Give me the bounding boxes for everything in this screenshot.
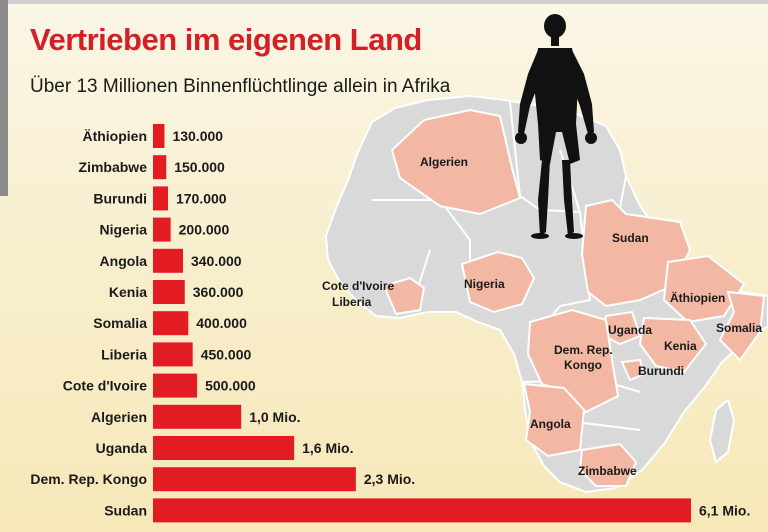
value-label-2: 170.000 — [176, 190, 227, 206]
category-label-5: Kenia — [109, 284, 147, 300]
value-label-0: 130.000 — [172, 128, 223, 144]
value-label-4: 340.000 — [191, 253, 242, 269]
map-country-burundi — [620, 358, 646, 382]
value-label-9: 1,0 Mio. — [249, 409, 300, 425]
category-label-8: Cote d'Ivoire — [63, 378, 147, 394]
map-label-drc-line2: Kongo — [564, 358, 602, 372]
map-label-angola: Angola — [530, 417, 571, 431]
value-label-12: 6,1 Mio. — [699, 502, 750, 518]
top-rule — [0, 0, 768, 4]
value-label-1: 150.000 — [174, 159, 225, 175]
map-label-somalia: Somalia — [716, 321, 762, 335]
map-label-ivory-coast: Cote d'Ivoire — [322, 279, 395, 293]
bar-11 — [153, 467, 356, 492]
left-rule — [0, 0, 8, 196]
chart-subtitle: Über 13 Millionen Binnenflüchtlinge alle… — [30, 76, 451, 97]
bar-series: Äthiopien 130.000 Zimbabwe 150.000 Burundi 17… — [30, 124, 750, 523]
category-label-1: Zimbabwe — [79, 159, 148, 175]
map-country-ethiopia — [662, 254, 746, 324]
map-label-uganda: Uganda — [608, 323, 652, 337]
chart-title: Vertrieben im eigenen Land — [30, 22, 422, 57]
bar-0 — [153, 124, 165, 148]
map-country-angola — [522, 382, 586, 458]
map-country-algerien — [390, 108, 522, 216]
bar-12 — [153, 498, 691, 523]
category-label-7: Liberia — [101, 346, 147, 362]
value-label-6: 400.000 — [196, 315, 247, 331]
bar-2 — [153, 186, 168, 211]
category-label-12: Sudan — [104, 502, 147, 518]
category-label-2: Burundi — [93, 190, 147, 206]
map-label-burundi: Burundi — [638, 364, 684, 378]
value-label-7: 450.000 — [201, 346, 252, 362]
category-label-4: Angola — [100, 253, 148, 269]
value-label-11: 2,3 Mio. — [364, 471, 415, 487]
madagascar — [708, 398, 736, 464]
bar-9 — [153, 404, 242, 429]
bar-5 — [153, 280, 185, 304]
map-label-liberia: Liberia — [332, 295, 372, 309]
value-label-10: 1,6 Mio. — [302, 440, 353, 456]
child-silhouette-icon — [515, 14, 597, 239]
value-label-8: 500.000 — [205, 378, 256, 394]
category-label-9: Algerien — [91, 409, 147, 425]
highlighted-countries — [382, 108, 766, 487]
map-label-zimbabwe: Zimbabwe — [578, 464, 637, 478]
value-label-5: 360.000 — [193, 284, 244, 300]
bar-8 — [153, 373, 198, 398]
map-country-zimbabwe — [578, 442, 638, 487]
map-country-ivory-coast — [382, 276, 426, 316]
africa-map: Algerien Sudan Nigeria Cote d'Ivoire Lib… — [322, 94, 768, 494]
category-label-11: Dem. Rep. Kongo — [30, 471, 147, 487]
bar-6 — [153, 311, 189, 336]
category-label-10: Uganda — [96, 440, 148, 456]
bar-3 — [153, 217, 171, 242]
bar-7 — [153, 342, 193, 367]
category-label-3: Nigeria — [100, 222, 148, 238]
map-label-algerien: Algerien — [420, 155, 468, 169]
bar-10 — [153, 436, 295, 460]
category-label-0: Äthiopien — [82, 128, 147, 144]
map-label-nigeria: Nigeria — [464, 277, 505, 291]
map-label-kenia: Kenia — [664, 339, 697, 353]
map-label-sudan: Sudan — [612, 231, 649, 245]
map-label-drc-line1: Dem. Rep. — [554, 343, 613, 357]
category-label-6: Somalia — [93, 315, 147, 331]
bar-4 — [153, 248, 183, 273]
map-country-kenia — [638, 316, 708, 374]
map-label-ethiopia: Äthiopien — [670, 290, 725, 305]
map-country-nigeria — [460, 250, 536, 314]
value-label-3: 200.000 — [179, 222, 230, 238]
bar-1 — [153, 155, 167, 180]
map-country-somalia — [718, 290, 766, 362]
